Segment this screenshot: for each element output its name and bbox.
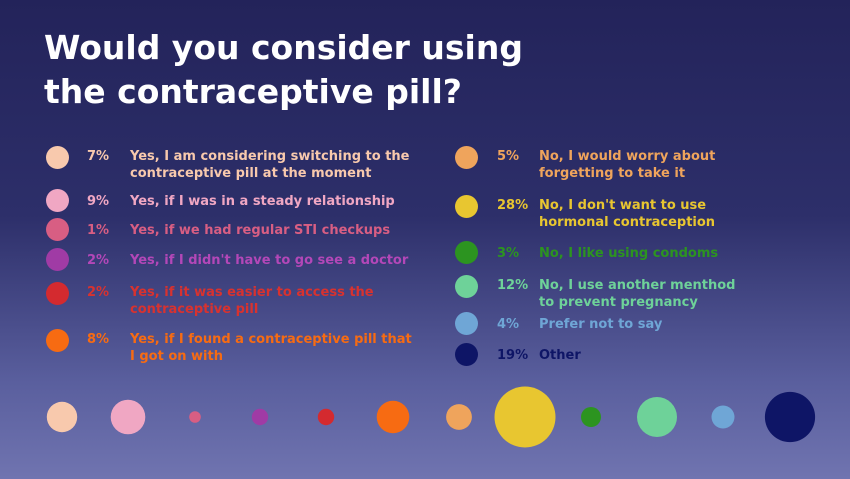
- legend-label: Yes, if I was in a steady relationship: [130, 194, 395, 209]
- bubble-12: [764, 391, 816, 443]
- legend-percent: 9%: [87, 194, 110, 209]
- legend-percent: 2%: [87, 285, 110, 300]
- legend-label: Yes, if we had regular STI checkups: [130, 223, 391, 238]
- bubble-6: [376, 400, 410, 434]
- legend-label: Prefer not to say: [539, 317, 663, 332]
- legend-label: No, I would worry about forgetting to ta…: [539, 149, 716, 181]
- bubble-1: [46, 401, 78, 433]
- legend-label: Yes, I am considering switching to the c…: [130, 149, 410, 181]
- legend-dot: [455, 241, 478, 264]
- bubble-5: [317, 408, 335, 426]
- bubble-11: [711, 405, 735, 429]
- bubble-4: [251, 408, 269, 426]
- bubble-9: [581, 407, 601, 427]
- legend-label: Other: [539, 348, 581, 363]
- legend-dot: [46, 248, 69, 271]
- legend-percent: 4%: [497, 317, 520, 332]
- bubble-10: [637, 397, 677, 437]
- legend-dot: [455, 312, 478, 335]
- legend-dot: [46, 218, 69, 241]
- legend-percent: 19%: [497, 348, 529, 363]
- legend-dot: [46, 329, 69, 352]
- bubble-7: [446, 404, 472, 430]
- legend-dot: [455, 275, 478, 298]
- legend-percent: 28%: [497, 198, 529, 213]
- legend-label: Yes, if it was easier to access the cont…: [130, 285, 374, 317]
- legend-dot: [46, 146, 69, 169]
- legend-label: No, I use another menthod to prevent pre…: [539, 278, 736, 310]
- legend-dot: [46, 282, 69, 305]
- legend-dot: [455, 195, 478, 218]
- legend-percent: 1%: [87, 223, 110, 238]
- legend-percent: 12%: [497, 278, 529, 293]
- legend-label: No, I don't want to use hormonal contrac…: [539, 198, 716, 230]
- legend-percent: 3%: [497, 246, 520, 261]
- bubble-2: [110, 399, 146, 435]
- legend-dot: [455, 146, 478, 169]
- legend-percent: 8%: [87, 332, 110, 347]
- legend-percent: 2%: [87, 253, 110, 268]
- legend-label: No, I like using condoms: [539, 246, 719, 261]
- legend-dot: [46, 189, 69, 212]
- legend-percent: 7%: [87, 149, 110, 164]
- legend-label: Yes, if I found a contraceptive pill tha…: [130, 332, 412, 364]
- legend-dot: [455, 343, 478, 366]
- bubble-8: [494, 386, 556, 448]
- legend-percent: 5%: [497, 149, 520, 164]
- bubble-3: [189, 411, 201, 423]
- chart-title: Would you consider using the contracepti…: [44, 28, 523, 111]
- legend-label: Yes, if I didn't have to go see a doctor: [130, 253, 409, 268]
